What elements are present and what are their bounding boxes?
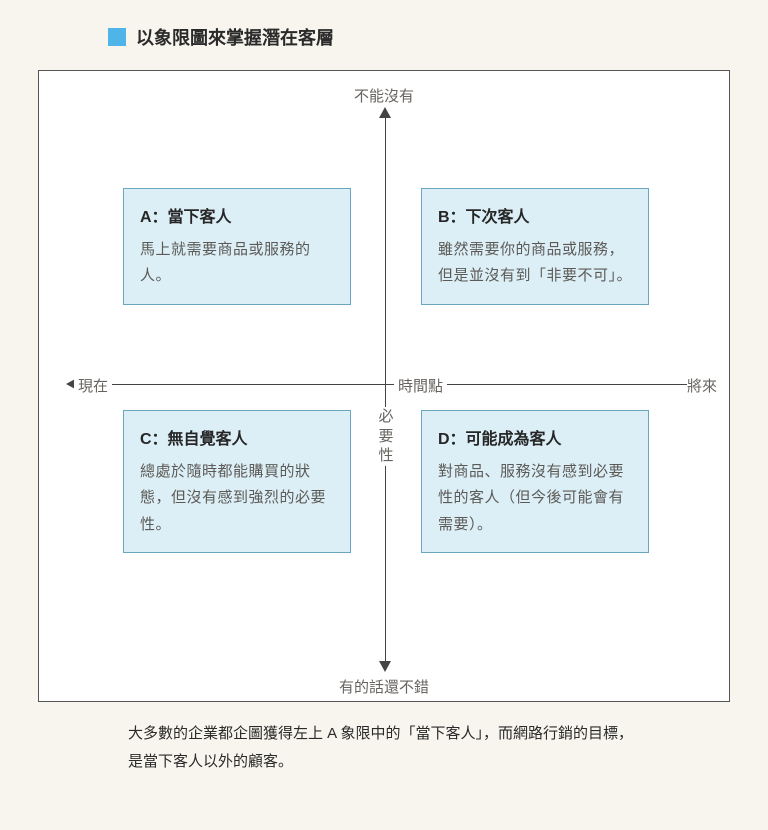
quadrant-desc: 對商品、服務沒有感到必要性的客人（但今後可能會有需要）。 <box>438 459 632 538</box>
horizontal-axis <box>75 384 695 385</box>
quadrant-title: C：無自覺客人 <box>140 425 334 449</box>
quadrant-box-b: B：下次客人 雖然需要你的商品或服務，但是並沒有到「非要不可」。 <box>421 188 649 305</box>
quadrant-desc: 馬上就需要商品或服務的人。 <box>140 237 334 290</box>
quadrant-title: D：可能成為客人 <box>438 425 632 449</box>
quadrant-box-d: D：可能成為客人 對商品、服務沒有感到必要性的客人（但今後可能會有需要）。 <box>421 410 649 553</box>
quadrant-box-a: A：當下客人 馬上就需要商品或服務的人。 <box>123 188 351 305</box>
quadrant-title: A：當下客人 <box>140 203 334 227</box>
page-title: 以象限圖來掌握潛在客層 <box>136 24 334 50</box>
axis-label-left: 現在 <box>74 375 112 396</box>
arrow-up-icon <box>379 107 391 118</box>
axis-label-top: 不能沒有 <box>39 85 729 106</box>
vertical-axis <box>385 115 386 664</box>
axis-name-horizontal: 時間點 <box>394 375 447 396</box>
axis-name-vertical: 必要性 <box>377 407 395 466</box>
quadrant-desc: 總處於隨時都能購買的狀態，但沒有感到強烈的必要性。 <box>140 459 334 538</box>
quadrant-box-c: C：無自覺客人 總處於隨時都能購買的狀態，但沒有感到強烈的必要性。 <box>123 410 351 553</box>
quadrant-title: B：下次客人 <box>438 203 632 227</box>
page-header: 以象限圖來掌握潛在客層 <box>108 24 334 50</box>
quadrant-desc: 雖然需要你的商品或服務，但是並沒有到「非要不可」。 <box>438 237 632 290</box>
quadrant-diagram-frame: 不能沒有 現在 將來 時間點 必要性 A：當下客人 馬上就需要商品或服務的人。 … <box>38 70 730 702</box>
diagram-caption: 大多數的企業都企圖獲得左上 A 象限中的「當下客人」，而網路行銷的目標，是當下客… <box>128 720 648 776</box>
arrow-down-icon <box>379 661 391 672</box>
axis-label-right: 將來 <box>687 375 717 396</box>
title-bullet-icon <box>108 28 126 46</box>
axis-label-bottom: 有的話還不錯 <box>39 676 729 697</box>
